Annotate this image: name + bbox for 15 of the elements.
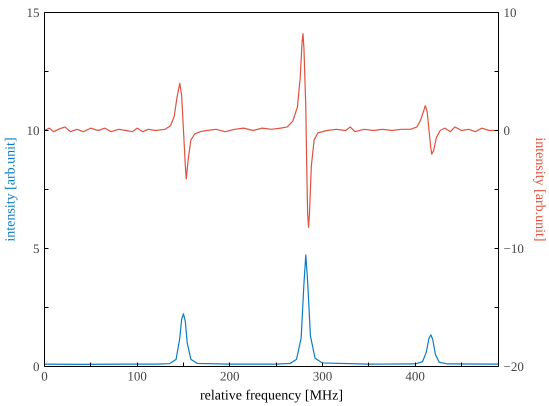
y2-axis-title: intensity [arb.unit]: [532, 137, 547, 242]
y-tick-label: 5: [33, 241, 40, 256]
y2-tick-label: −10: [504, 241, 524, 256]
y2-tick-label: 0: [504, 123, 510, 138]
x-axis-title: relative frequency [MHz]: [200, 388, 344, 404]
y2-tick-label: 10: [504, 5, 516, 20]
x-tick-label: 300: [312, 368, 332, 384]
x-tick-label: 100: [127, 368, 147, 384]
y-tick-label: 15: [26, 5, 40, 20]
y2-tick-label: −20: [504, 359, 524, 374]
y-tick-label: 10: [26, 123, 40, 138]
x-tick-label: 200: [220, 368, 240, 384]
x-tick-label: 400: [405, 368, 425, 384]
y-axis-title: intensity [arb.unit]: [4, 137, 18, 242]
y-tick-label: 0: [33, 359, 40, 374]
